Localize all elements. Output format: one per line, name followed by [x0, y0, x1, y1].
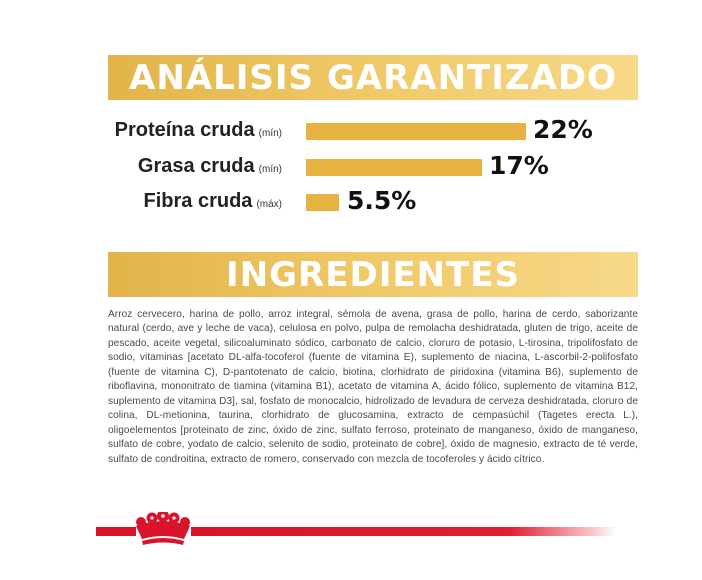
value-bar — [306, 194, 339, 211]
analysis-banner: ANÁLISIS GARANTIZADO — [108, 55, 638, 100]
row-label: Grasa cruda (mín) — [138, 155, 282, 178]
ingredients-text: Arroz cervecero, harina de pollo, arroz … — [108, 309, 638, 465]
analysis-title: ANÁLISIS GARANTIZADO — [129, 57, 617, 98]
footer-line-right — [191, 527, 616, 536]
footer-line-left — [96, 527, 136, 536]
row-qualifier: (mín) — [258, 128, 282, 139]
row-qualifier: (mín) — [258, 164, 282, 175]
analysis-row-fiber: Fibra cruda (máx) 5.5% — [0, 186, 702, 218]
value-label: 17% — [489, 151, 549, 180]
value-label: 5.5% — [347, 186, 417, 215]
value-bar — [306, 159, 482, 176]
value-bar — [306, 123, 526, 140]
row-label: Fibra cruda (máx) — [144, 190, 282, 213]
value-label: 22% — [533, 115, 593, 144]
row-qualifier: (máx) — [256, 199, 282, 210]
row-label-text: Grasa cruda — [137, 155, 255, 177]
ingredients-title: INGREDIENTES — [226, 254, 520, 295]
row-label-text: Fibra cruda — [143, 190, 253, 212]
analysis-row-fat: Grasa cruda (mín) 17% — [0, 151, 702, 183]
ingredients-banner: INGREDIENTES — [108, 252, 638, 297]
row-label: Proteína cruda (mín) — [115, 119, 282, 142]
row-label-text: Proteína cruda — [114, 119, 255, 141]
analysis-row-protein: Proteína cruda (mín) 22% — [0, 115, 702, 147]
crown-icon — [136, 512, 190, 545]
